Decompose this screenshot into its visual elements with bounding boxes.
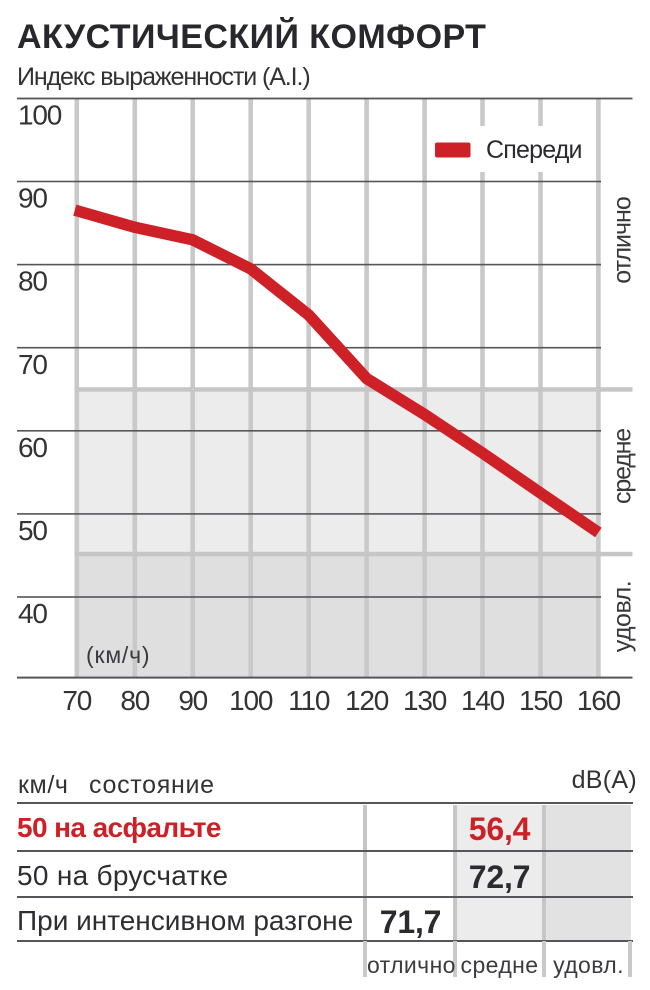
svg-text:80: 80 <box>120 685 149 716</box>
svg-text:120: 120 <box>345 685 389 716</box>
svg-text:130: 130 <box>403 685 447 716</box>
svg-text:средне: средне <box>609 429 637 504</box>
svg-text:40: 40 <box>18 598 47 629</box>
svg-text:Спереди: Спереди <box>486 136 582 164</box>
svg-text:140: 140 <box>461 685 505 716</box>
svg-text:80: 80 <box>18 266 47 297</box>
svg-text:70: 70 <box>18 349 47 380</box>
svg-text:160: 160 <box>577 685 621 716</box>
svg-text:50: 50 <box>18 515 47 546</box>
svg-text:90: 90 <box>178 685 207 716</box>
svg-text:100: 100 <box>229 685 273 716</box>
svg-text:90: 90 <box>18 183 47 214</box>
svg-text:(км/ч): (км/ч) <box>86 642 150 668</box>
svg-text:70: 70 <box>62 685 91 716</box>
svg-text:150: 150 <box>519 685 563 716</box>
svg-text:удовл.: удовл. <box>609 581 637 652</box>
svg-text:отлично: отлично <box>609 197 637 284</box>
svg-text:110: 110 <box>288 685 330 716</box>
svg-text:60: 60 <box>18 432 47 463</box>
svg-text:100: 100 <box>18 100 62 131</box>
